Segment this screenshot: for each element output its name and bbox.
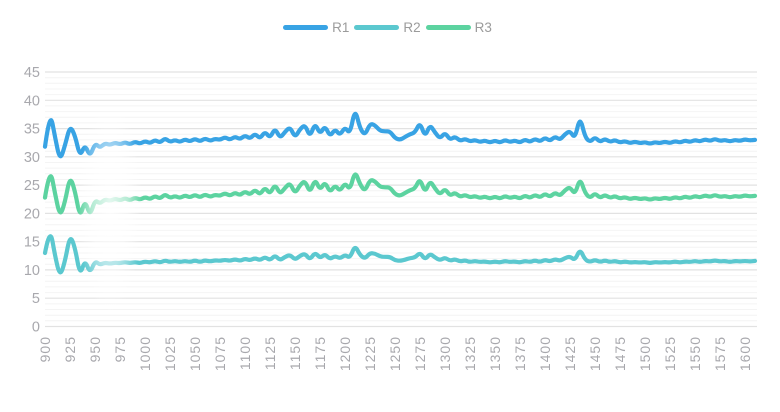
series-lines (42, 111, 758, 275)
x-tick-label: 1325 (462, 336, 478, 371)
y-tick-label: 25 (24, 178, 40, 194)
x-tick-label: 1025 (162, 336, 178, 371)
gridlines-major (45, 71, 757, 328)
y-tick-label: 10 (24, 263, 40, 279)
x-axis-labels: 900 925 950 975 1000 1025 1050 1075 1100 1125 1150… (37, 336, 753, 371)
y-tick-label: 15 (24, 235, 40, 251)
series-line-r1 (42, 111, 758, 159)
x-tick-label: 1500 (637, 336, 653, 371)
y-tick-label: 5 (32, 291, 40, 307)
y-tick-label: 40 (24, 93, 40, 109)
y-tick-label: 0 (32, 320, 40, 336)
x-tick-label: 1125 (262, 336, 278, 370)
legend-label-r3: R3 (474, 20, 492, 35)
legend: R1 R2 R3 (0, 20, 780, 35)
series-line-r3 (42, 172, 758, 215)
legend-label-r1: R1 (332, 20, 350, 35)
y-axis-labels: 45 40 35 30 25 20 15 10 5 0 (24, 65, 40, 336)
y-tick-label: 30 (24, 150, 40, 166)
legend-item-r3[interactable]: R3 (425, 20, 497, 35)
y-tick-label: 20 (24, 206, 40, 222)
x-tick-label: 1550 (687, 336, 703, 371)
x-tick-label: 950 (87, 336, 103, 362)
legend-item-r2[interactable]: R2 (354, 20, 425, 35)
series-line-r2 (42, 234, 758, 275)
x-tick-label: 1200 (337, 336, 353, 371)
x-tick-label: 1575 (712, 336, 728, 371)
legend-marker-r1-icon (283, 25, 329, 30)
legend-item-r1[interactable]: R1 (283, 20, 354, 35)
x-tick-label: 1350 (487, 336, 503, 371)
x-tick-label: 925 (62, 336, 78, 362)
x-tick-label: 1150 (287, 336, 303, 370)
legend-marker-r2-icon (354, 25, 400, 30)
x-tick-label: 900 (37, 336, 53, 362)
x-tick-label: 1400 (537, 336, 553, 371)
x-tick-label: 1225 (362, 336, 378, 371)
x-tick-label: 1075 (212, 336, 228, 371)
x-tick-label: 1600 (737, 336, 753, 371)
x-tick-label: 1475 (612, 336, 628, 371)
x-tick-label: 1100 (237, 336, 253, 370)
x-tick-label: 1450 (587, 336, 603, 371)
x-tick-label: 1300 (437, 336, 453, 371)
legend-marker-r3-icon (425, 25, 471, 30)
x-tick-label: 1050 (187, 336, 203, 371)
x-tick-label: 1000 (137, 336, 153, 371)
x-tick-label: 1375 (512, 336, 528, 371)
x-tick-label: 975 (112, 336, 128, 362)
gridlines-minor (45, 77, 757, 322)
x-tick-label: 1275 (412, 336, 428, 371)
legend-label-r2: R2 (403, 20, 421, 35)
y-tick-label: 35 (24, 122, 40, 138)
x-tick-label: 1525 (662, 336, 678, 371)
x-tick-label: 1425 (562, 336, 578, 371)
x-tick-label: 1250 (387, 336, 403, 371)
x-tick-label: 1175 (312, 336, 328, 370)
y-tick-label: 45 (24, 65, 40, 81)
